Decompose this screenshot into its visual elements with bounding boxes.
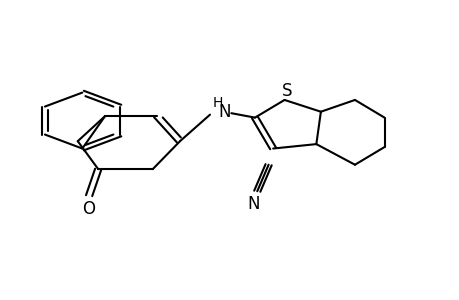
- Text: H: H: [212, 97, 223, 110]
- Text: S: S: [281, 82, 291, 100]
- Text: O: O: [82, 200, 95, 218]
- Text: N: N: [218, 103, 230, 121]
- Text: N: N: [247, 195, 259, 213]
